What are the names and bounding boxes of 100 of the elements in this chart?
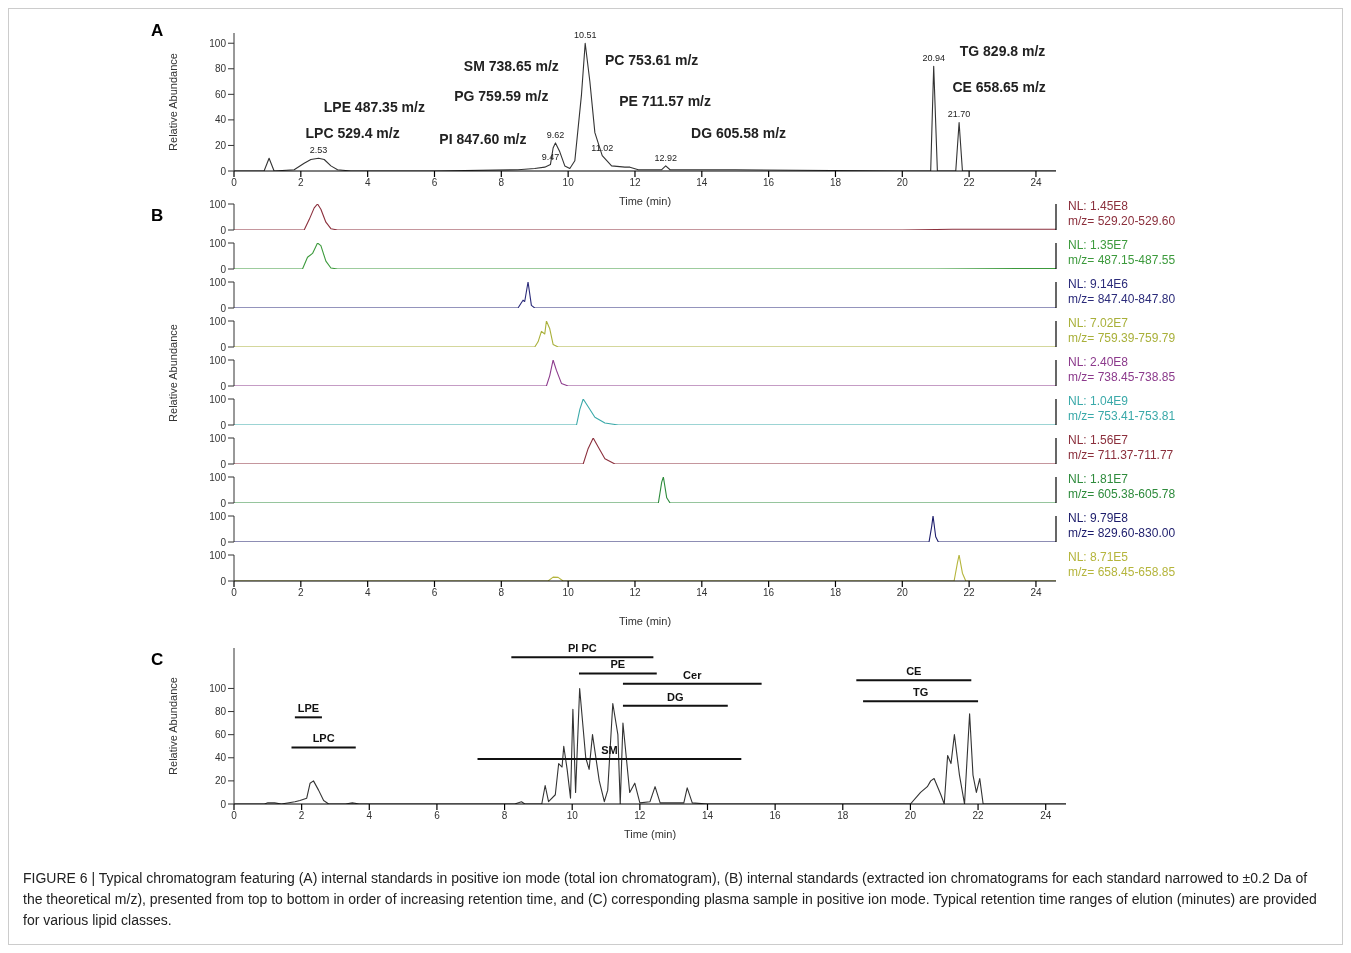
x-tick-label: 16	[763, 177, 775, 189]
y-tick-label: 100	[209, 315, 227, 327]
x-tick-label: 20	[896, 587, 909, 599]
line-series	[234, 282, 1056, 308]
series-label: DG	[667, 690, 684, 703]
x-tick-label: 18	[829, 587, 842, 599]
x-axis-title: Time (min)	[623, 828, 677, 840]
y-tick-label: 0	[220, 224, 227, 236]
y-tick-label: 0	[220, 575, 227, 587]
series-label: LPE	[297, 702, 320, 715]
x-tick-label: 20	[904, 810, 917, 822]
y-tick-label: 100	[209, 198, 227, 210]
annotation: 21.70	[947, 109, 971, 120]
x-tick-label: 2	[298, 177, 305, 189]
annotation: PE 711.57 m/z	[619, 92, 711, 109]
y-tick-label: 20	[214, 775, 227, 787]
series-label: LPC	[312, 732, 335, 745]
y-tick-label: 40	[214, 752, 227, 764]
x-axis-title: Time (min)	[618, 195, 672, 207]
x-tick-label: 4	[364, 177, 371, 189]
y-tick-label: 0	[220, 798, 227, 810]
annotation: 11.02	[591, 142, 614, 153]
annotation: PI 847.60 m/z	[439, 131, 527, 148]
x-tick-label: 14	[701, 810, 714, 822]
line-series	[234, 399, 1056, 425]
x-tick-label: 4	[364, 587, 371, 599]
text: NL: 2.40E8	[1068, 355, 1130, 370]
line-series	[234, 477, 1056, 503]
x-tick-label: 24	[1030, 587, 1042, 599]
annotation: LPC 529.4 m/z	[305, 124, 400, 141]
line-series	[234, 438, 1056, 464]
x-tick-label: 0	[231, 810, 238, 822]
x-tick-label: 24	[1040, 810, 1052, 822]
y-tick-label: 0	[220, 165, 227, 177]
line-series	[234, 516, 1056, 542]
text: NL: 1.81E7	[1068, 472, 1130, 487]
annotation: 9.47	[541, 151, 560, 162]
series-label: SM	[601, 743, 618, 756]
text: m/z= 753.41-753.81	[1068, 409, 1176, 424]
chart-title: C	[151, 650, 164, 670]
y-tick-label: 60	[214, 88, 227, 100]
y-tick-label: 0	[220, 458, 227, 470]
x-axis-title: Time (min)	[618, 615, 672, 627]
y-tick-label: 100	[209, 682, 227, 694]
y-tick-label: 0	[220, 419, 227, 431]
x-tick-label: 6	[434, 810, 441, 822]
text: m/z= 605.38-605.78	[1068, 487, 1176, 502]
text: m/z= 759.39-759.79	[1068, 331, 1176, 346]
y-tick-label: 20	[214, 139, 227, 151]
text: m/z= 658.45-658.85	[1068, 565, 1176, 580]
y-axis-title: Relative Abundance	[166, 53, 179, 151]
x-tick-label: 6	[431, 587, 438, 599]
annotation: TG 829.8 m/z	[959, 42, 1046, 59]
y-tick-label: 100	[209, 432, 227, 444]
y-tick-label: 100	[209, 393, 227, 405]
x-tick-label: 8	[498, 587, 505, 599]
text: NL: 8.71E5	[1068, 550, 1130, 565]
text: m/z= 529.20-529.60	[1068, 214, 1176, 229]
x-tick-label: 16	[769, 810, 782, 822]
text: m/z= 711.37-711.77	[1068, 448, 1174, 463]
y-tick-label: 0	[220, 263, 227, 275]
line-series	[234, 243, 1056, 269]
y-tick-label: 0	[220, 341, 227, 353]
x-tick-label: 18	[829, 177, 842, 189]
y-tick-label: 100	[209, 354, 227, 366]
text: NL: 1.45E8	[1068, 199, 1130, 214]
annotation: LPE 487.35 m/z	[323, 99, 425, 116]
text: NL: 7.02E7	[1068, 316, 1130, 331]
series-label: TG	[912, 686, 929, 699]
x-tick-label: 14	[696, 587, 708, 599]
x-tick-label: 8	[501, 810, 508, 822]
annotation: 12.92	[654, 152, 677, 163]
x-tick-label: 8	[498, 177, 505, 189]
series-label: CE	[906, 665, 922, 678]
y-tick-label: 100	[209, 37, 227, 49]
series-label: PE	[610, 658, 626, 671]
text: NL: 9.79E8	[1068, 511, 1130, 526]
x-tick-label: 2	[298, 587, 305, 599]
x-tick-label: 12	[629, 587, 641, 599]
annotation: 10.51	[573, 30, 597, 41]
chart-title: B	[151, 206, 164, 226]
x-tick-label: 22	[963, 177, 976, 189]
x-tick-label: 2	[298, 810, 305, 822]
annotation: 9.62	[546, 129, 565, 140]
y-tick-label: 80	[214, 63, 227, 75]
y-tick-label: 100	[209, 237, 227, 249]
caption: FIGURE 6 | Typical chromatogram featuring (A) internal standards in positive ion mode (total ion chromatogram), (B) internal standards (extracted ion chromatograms for each standard narrowed to ±0.2 Da of the theoretical m/z), presented from top to bottom in order of increasing retention time, and (C) corresponding plasma sample in positive ion mode. Typical retention time ranges of elution (minutes) are provided for various lipid classes.	[23, 869, 1318, 930]
text: m/z= 487.15-487.55	[1068, 253, 1176, 268]
text: m/z= 847.40-847.80	[1068, 292, 1176, 307]
x-tick-label: 16	[763, 587, 775, 599]
series-label: Cer	[683, 668, 703, 681]
x-tick-label: 10	[566, 810, 579, 822]
annotation: PG 759.59 m/z	[454, 87, 549, 104]
line-series	[234, 321, 1056, 347]
text: NL: 1.04E9	[1068, 394, 1130, 409]
x-tick-label: 18	[837, 810, 849, 822]
text: m/z= 829.60-830.00	[1068, 526, 1176, 541]
annotation: 20.94	[922, 53, 945, 64]
x-tick-label: 22	[963, 587, 976, 599]
annotation: CE 658.65 m/z	[952, 78, 1046, 95]
